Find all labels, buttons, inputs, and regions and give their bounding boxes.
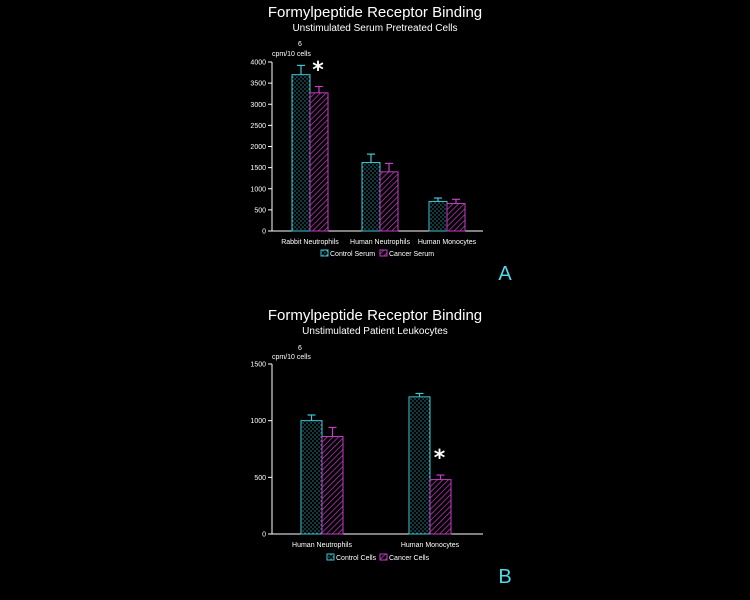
- significance-star: *: [312, 58, 324, 83]
- x-tick-label: Human Neutrophils: [292, 542, 352, 549]
- y-tick-label: 2500: [250, 123, 266, 130]
- y-tick-label: 0: [262, 229, 266, 236]
- y-axis-label-exponent: 6: [298, 41, 302, 48]
- legend-entry: Cancer Cells: [389, 555, 430, 562]
- y-axis-label: cpm/10 cells: [272, 51, 311, 58]
- legend-entry: Cancer Serum: [389, 251, 434, 258]
- x-tick-label: Human Monocytes: [418, 239, 477, 246]
- y-tick-label: 1000: [250, 186, 266, 193]
- bar-control-serum: [428, 200, 448, 232]
- x-tick-label: Human Monocytes: [401, 542, 460, 549]
- chart-subtitle: Unstimulated Serum Pretreated Cells: [292, 23, 457, 34]
- bar-cancer-cells: [429, 479, 452, 535]
- bar-cancer-serum: [309, 92, 329, 232]
- y-tick-label: 500: [254, 475, 266, 482]
- bar-control-cells: [300, 420, 323, 535]
- x-tick-label: Human Neutrophils: [350, 239, 410, 246]
- bar-cancer-cells: [321, 436, 344, 535]
- y-tick-label: 1500: [250, 362, 266, 369]
- y-tick-label: 500: [254, 207, 266, 214]
- y-axis-label: cpm/10 cells: [272, 354, 311, 361]
- legend-swatch: [326, 553, 335, 561]
- y-tick-label: 0: [262, 532, 266, 539]
- chart-title: Formylpeptide Receptor Binding: [268, 4, 482, 21]
- y-tick-label: 1500: [250, 165, 266, 172]
- y-tick-label: 4000: [250, 60, 266, 67]
- legend-swatch: [379, 553, 388, 561]
- bar-cancer-serum: [379, 171, 399, 232]
- bar-control-serum: [291, 74, 311, 232]
- bar-control-cells: [408, 396, 431, 535]
- legend-swatch: [320, 249, 329, 257]
- y-axis-label-exponent: 6: [298, 345, 302, 352]
- legend-entry: Control Cells: [336, 555, 377, 562]
- y-tick-label: 3000: [250, 102, 266, 109]
- chart-subtitle: Unstimulated Patient Leukocytes: [302, 326, 448, 337]
- bar-control-serum: [361, 162, 381, 232]
- y-tick-label: 2000: [250, 144, 266, 151]
- bar-cancer-serum: [446, 203, 466, 232]
- y-tick-label: 1000: [250, 418, 266, 425]
- y-tick-label: 3500: [250, 81, 266, 88]
- panel-label: A: [498, 263, 512, 285]
- significance-star: *: [434, 446, 446, 471]
- legend-swatch: [379, 249, 388, 257]
- legend-entry: Control Serum: [330, 251, 375, 258]
- x-tick-label: Rabbit Neutrophils: [281, 239, 339, 246]
- panel-label: B: [498, 566, 511, 588]
- chart-title: Formylpeptide Receptor Binding: [268, 307, 482, 324]
